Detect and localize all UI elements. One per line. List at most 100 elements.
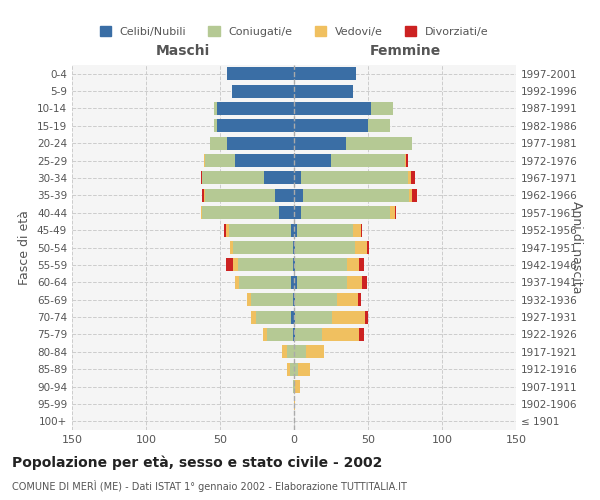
Bar — [405, 154, 406, 167]
Bar — [361, 224, 362, 236]
Bar — [294, 276, 297, 289]
Bar — [322, 328, 359, 341]
Bar — [293, 241, 294, 254]
Bar — [293, 380, 294, 393]
Bar — [230, 241, 233, 254]
Bar — [331, 154, 405, 167]
Bar — [290, 362, 294, 376]
Bar — [347, 258, 359, 272]
Bar — [337, 293, 358, 306]
Bar — [227, 67, 294, 80]
Bar — [247, 293, 251, 306]
Bar — [412, 189, 417, 202]
Bar — [201, 206, 202, 220]
Bar — [294, 224, 297, 236]
Bar — [251, 310, 256, 324]
Bar — [362, 276, 367, 289]
Bar — [202, 189, 204, 202]
Text: Popolazione per età, sesso e stato civile - 2002: Popolazione per età, sesso e stato civil… — [12, 455, 382, 469]
Bar — [303, 189, 409, 202]
Bar — [293, 293, 294, 306]
Y-axis label: Anni di nascita: Anni di nascita — [570, 201, 583, 294]
Bar — [297, 276, 347, 289]
Bar — [294, 120, 368, 132]
Bar — [332, 310, 365, 324]
Bar — [282, 346, 287, 358]
Bar — [275, 189, 294, 202]
Bar — [294, 380, 295, 393]
Text: Maschi: Maschi — [156, 44, 210, 58]
Bar — [295, 241, 355, 254]
Bar — [355, 241, 367, 254]
Bar — [214, 102, 217, 115]
Bar — [226, 224, 229, 236]
Bar — [205, 154, 235, 167]
Bar — [294, 346, 306, 358]
Bar — [395, 206, 396, 220]
Text: Femmine: Femmine — [370, 44, 440, 58]
Bar — [295, 310, 332, 324]
Bar — [371, 102, 393, 115]
Bar — [409, 189, 412, 202]
Bar — [294, 362, 298, 376]
Bar — [346, 136, 412, 149]
Bar — [214, 120, 217, 132]
Bar — [368, 120, 390, 132]
Bar — [256, 310, 291, 324]
Bar — [217, 120, 294, 132]
Bar — [347, 276, 362, 289]
Bar — [367, 241, 370, 254]
Bar — [204, 154, 205, 167]
Bar — [301, 206, 390, 220]
Bar — [297, 224, 353, 236]
Bar — [229, 224, 291, 236]
Bar — [202, 206, 279, 220]
Bar — [353, 224, 361, 236]
Bar — [390, 206, 395, 220]
Bar — [205, 189, 275, 202]
Bar — [251, 293, 293, 306]
Bar — [265, 172, 294, 184]
Bar — [209, 136, 227, 149]
Bar — [294, 67, 356, 80]
Bar — [263, 328, 268, 341]
Bar — [408, 172, 411, 184]
Bar — [227, 136, 294, 149]
Bar — [294, 293, 295, 306]
Bar — [287, 362, 290, 376]
Bar — [233, 258, 238, 272]
Legend: Celibi/Nubili, Coniugati/e, Vedovi/e, Divorziati/e: Celibi/Nubili, Coniugati/e, Vedovi/e, Di… — [96, 23, 492, 40]
Bar — [217, 102, 294, 115]
Bar — [291, 224, 294, 236]
Bar — [226, 258, 233, 272]
Bar — [291, 276, 294, 289]
Bar — [411, 172, 415, 184]
Bar — [294, 154, 331, 167]
Bar — [294, 84, 353, 98]
Bar — [224, 224, 226, 236]
Bar — [279, 206, 294, 220]
Bar — [291, 310, 294, 324]
Bar — [359, 328, 364, 341]
Bar — [294, 136, 346, 149]
Bar — [239, 276, 291, 289]
Bar — [204, 189, 205, 202]
Bar — [365, 310, 368, 324]
Bar — [238, 258, 293, 272]
Bar — [298, 362, 310, 376]
Bar — [235, 154, 294, 167]
Bar — [294, 172, 301, 184]
Y-axis label: Fasce di età: Fasce di età — [19, 210, 31, 285]
Bar — [294, 206, 301, 220]
Bar — [294, 398, 295, 410]
Bar — [268, 328, 293, 341]
Bar — [294, 189, 303, 202]
Bar — [294, 310, 295, 324]
Bar — [295, 380, 300, 393]
Bar — [294, 258, 295, 272]
Bar — [294, 102, 371, 115]
Bar — [235, 276, 239, 289]
Bar — [287, 346, 294, 358]
Bar — [406, 154, 408, 167]
Bar — [233, 241, 293, 254]
